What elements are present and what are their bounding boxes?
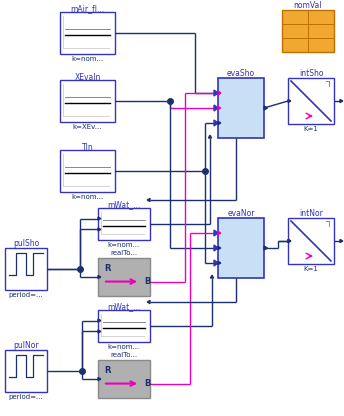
Polygon shape (288, 239, 291, 243)
Polygon shape (214, 245, 218, 251)
Bar (98, 360, 150, 398)
Text: K=1: K=1 (303, 266, 319, 272)
Polygon shape (218, 121, 221, 125)
Text: k=nom...: k=nom... (108, 242, 140, 248)
Text: realTo...: realTo... (110, 352, 138, 358)
Text: k=XEv...: k=XEv... (73, 124, 102, 130)
Polygon shape (218, 231, 221, 235)
Bar (98, 310, 150, 342)
Polygon shape (218, 246, 221, 250)
Text: period=...: period=... (9, 394, 43, 400)
Polygon shape (218, 92, 221, 94)
Polygon shape (264, 106, 268, 110)
Text: evaSho: evaSho (227, 69, 255, 79)
Polygon shape (214, 260, 218, 266)
Polygon shape (214, 90, 218, 96)
Text: B: B (144, 379, 150, 388)
Text: nomVal: nomVal (294, 2, 322, 10)
Text: realTo...: realTo... (110, 250, 138, 256)
Polygon shape (264, 246, 268, 250)
Bar (5, 350, 47, 392)
Text: intSho: intSho (299, 69, 323, 79)
Text: mWat_...: mWat_... (107, 201, 141, 210)
Text: mWat_...: mWat_... (107, 302, 141, 312)
Text: R: R (104, 366, 110, 375)
Bar (98, 258, 150, 296)
Bar (60, 150, 115, 192)
Bar (60, 80, 115, 122)
Polygon shape (147, 300, 150, 304)
Polygon shape (218, 92, 221, 94)
Polygon shape (288, 239, 291, 243)
Polygon shape (218, 261, 221, 265)
Bar (288, 218, 334, 264)
Polygon shape (98, 228, 101, 231)
Polygon shape (98, 377, 101, 381)
Bar (288, 78, 334, 124)
Polygon shape (98, 319, 101, 322)
Text: k=nom...: k=nom... (71, 56, 104, 62)
Polygon shape (214, 105, 218, 111)
Polygon shape (340, 99, 343, 103)
Text: k=nom...: k=nom... (71, 194, 104, 200)
Polygon shape (218, 106, 221, 109)
Text: R: R (104, 264, 110, 273)
Polygon shape (288, 99, 291, 103)
Bar (282, 10, 334, 52)
Polygon shape (98, 275, 101, 279)
Bar (5, 248, 47, 290)
Text: mAir_fl...: mAir_fl... (71, 5, 105, 13)
Text: period=...: period=... (9, 292, 43, 298)
Text: pulNor: pulNor (13, 342, 39, 351)
Polygon shape (211, 275, 214, 278)
Text: XEvaIn: XEvaIn (74, 72, 101, 82)
Polygon shape (147, 198, 150, 202)
Polygon shape (340, 239, 343, 243)
Bar (218, 218, 264, 278)
Text: B: B (144, 277, 150, 286)
Polygon shape (214, 120, 218, 126)
Polygon shape (98, 217, 101, 220)
Text: k=nom...: k=nom... (108, 344, 140, 350)
Polygon shape (214, 230, 218, 236)
Text: intNor: intNor (299, 210, 323, 218)
Bar (60, 12, 115, 54)
Polygon shape (98, 330, 101, 333)
Text: TIn: TIn (82, 143, 93, 151)
Text: K=1: K=1 (303, 126, 319, 132)
Bar (98, 208, 150, 240)
Text: evaNor: evaNor (227, 210, 255, 218)
Polygon shape (208, 135, 212, 138)
Text: pulSho: pulSho (13, 240, 39, 248)
Bar (218, 78, 264, 138)
